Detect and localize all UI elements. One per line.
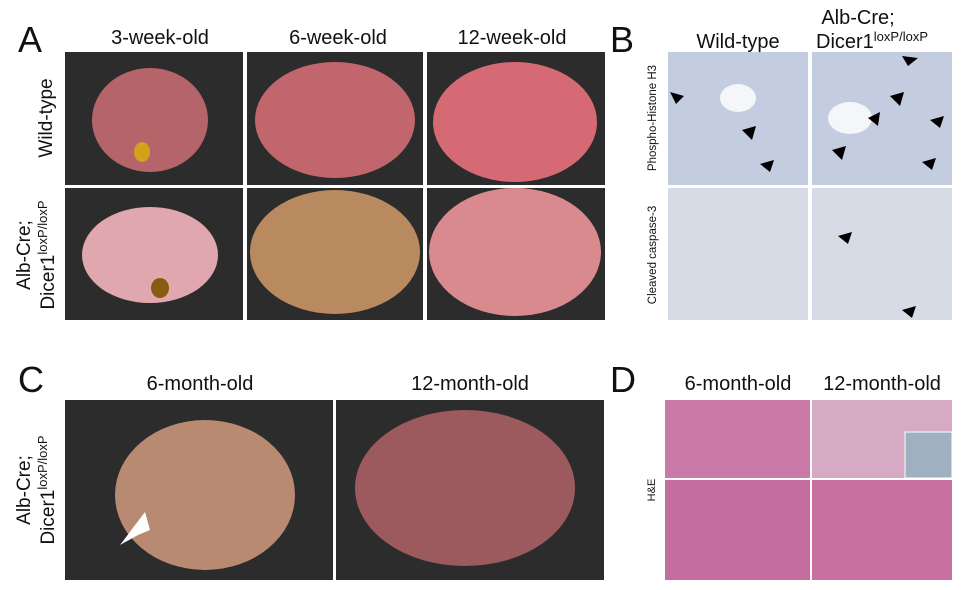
row-label-main: Dicer1: [38, 490, 59, 545]
row-label: Dicer1loxP/loxP: [35, 200, 59, 309]
row-label: H&E: [646, 479, 658, 502]
row-label-sup: loxP/loxP: [35, 200, 50, 254]
column-header: 12-month-old: [823, 373, 941, 395]
panel-a: A 3-week-old 6-week-old 12-week-old Wild…: [14, 19, 605, 320]
row-label-sup: loxP/loxP: [35, 435, 50, 489]
panel-b: B Wild-type Alb-Cre; Dicer1loxP/loxP Pho…: [610, 7, 952, 320]
row-label: Wild-type: [36, 78, 57, 157]
panel-letter: B: [610, 19, 634, 60]
column-header: Alb-Cre;: [821, 7, 894, 29]
column-header: Wild-type: [696, 31, 779, 53]
row-label: Alb-Cre;: [14, 455, 35, 525]
row-label: Cleaved caspase-3: [647, 206, 659, 304]
header-sup: loxP/loxP: [874, 29, 928, 44]
panel-c: C 6-month-old 12-month-old Alb-Cre; Dice…: [14, 359, 604, 580]
row-label: Dicer1loxP/loxP: [35, 435, 59, 544]
column-header: 12-week-old: [458, 27, 567, 49]
column-header: 6-month-old: [147, 373, 254, 395]
row-label-main: Dicer1: [38, 255, 59, 310]
liver-photos: [82, 62, 601, 316]
row-label: Alb-Cre;: [14, 220, 35, 290]
panel-letter: A: [18, 19, 42, 60]
header-main: Dicer1: [816, 31, 874, 53]
arrowheads: [670, 56, 944, 318]
panel-letter: C: [18, 359, 44, 400]
column-header: 3-week-old: [111, 27, 209, 49]
row-label: Phospho-Histone H3: [647, 65, 659, 171]
column-header: 6-month-old: [685, 373, 792, 395]
panel-d: D 6-month-old 12-month-old H&E: [610, 359, 953, 580]
column-header: 6-week-old: [289, 27, 387, 49]
panel-letter: D: [610, 359, 636, 400]
column-header: 12-month-old: [411, 373, 529, 395]
column-header: Dicer1loxP/loxP: [816, 29, 928, 53]
